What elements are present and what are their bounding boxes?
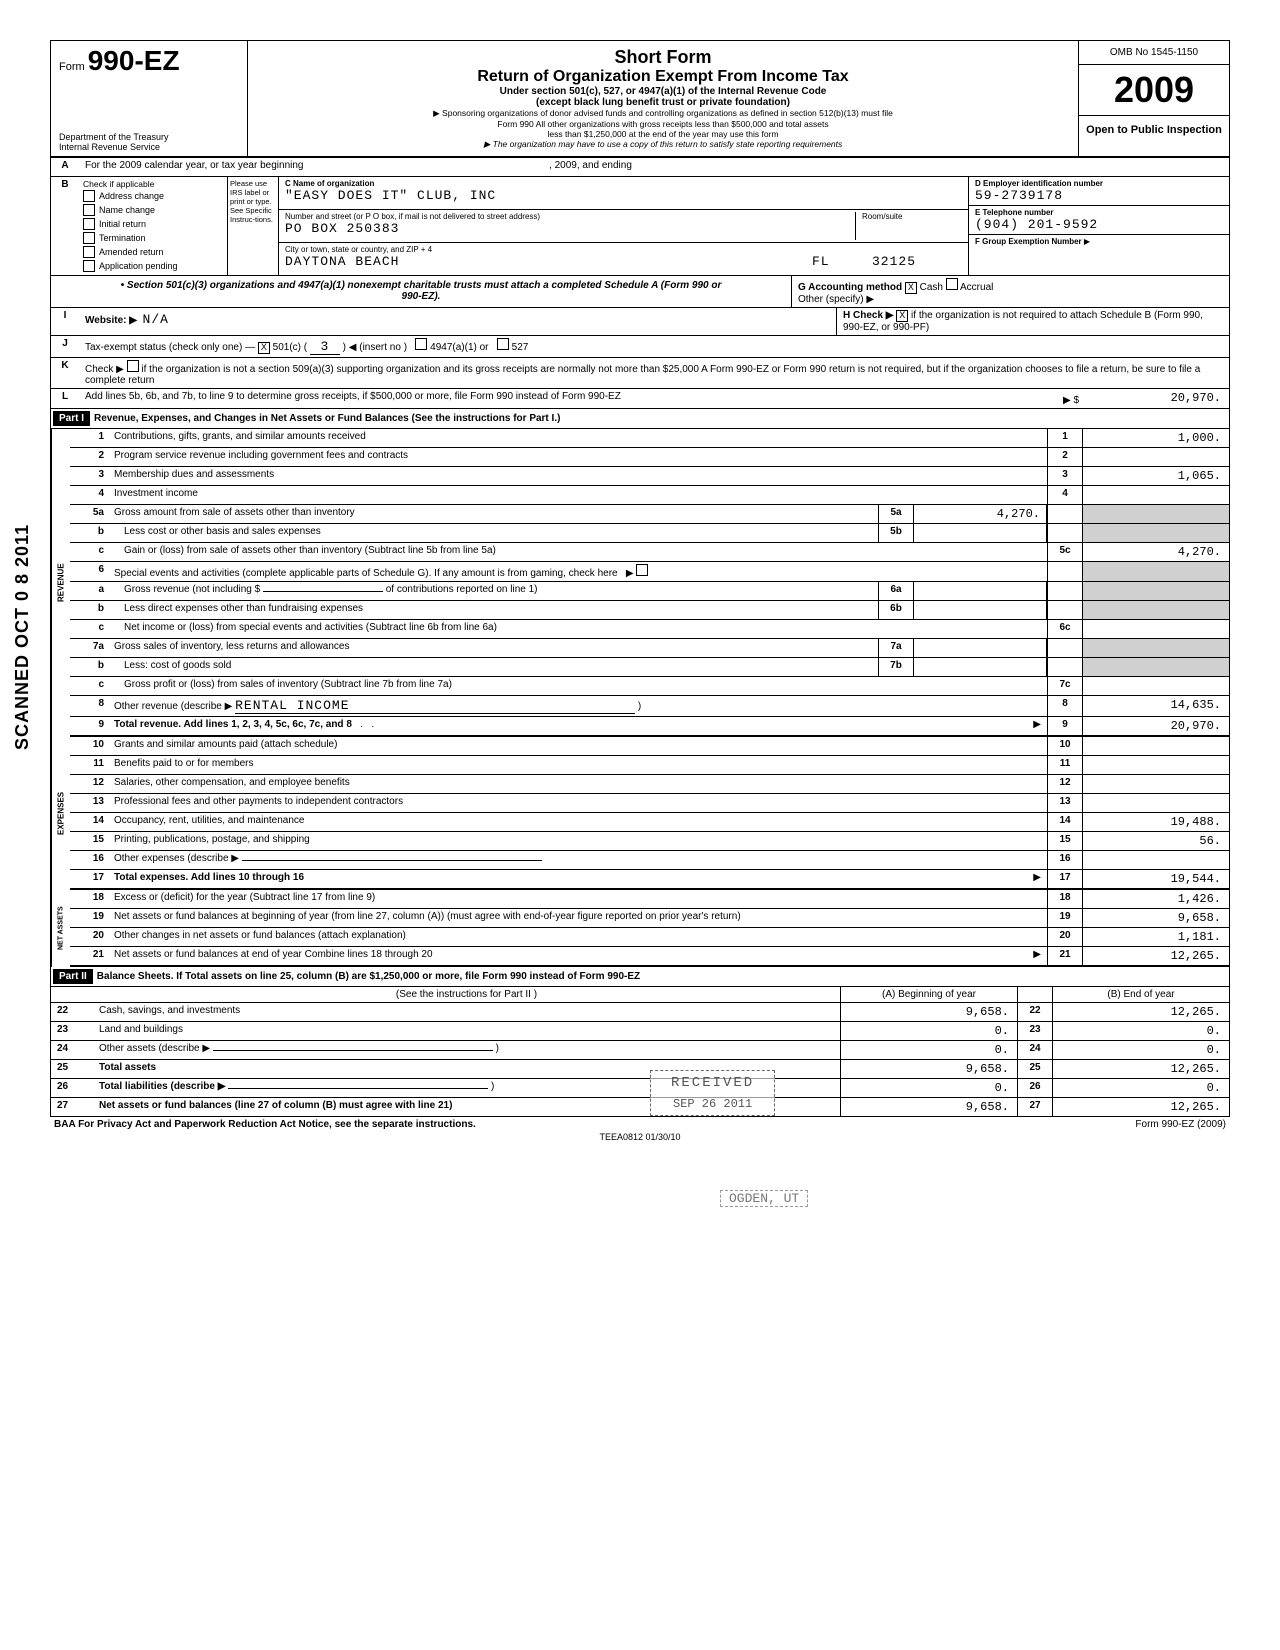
part-2-header: Part II Balance Sheets. If Total assets … [51, 967, 1229, 987]
short-form-title: Short Form [258, 47, 1068, 68]
state: FL [812, 254, 872, 269]
chk-accrual[interactable] [946, 278, 958, 290]
footer-code: TEEA0812 01/30/10 [50, 1132, 1230, 1142]
chk-h[interactable]: X [896, 310, 908, 322]
section-note: • Section 501(c)(3) organizations and 49… [51, 276, 791, 307]
checkbox-column: Check if applicable Address change Name … [79, 177, 228, 275]
omb-number: OMB No 1545-1150 [1079, 41, 1229, 65]
part-1-header: Part I Revenue, Expenses, and Changes in… [51, 409, 1229, 429]
header-note-2: Form 990 All other organizations with gr… [258, 119, 1068, 129]
chk-k[interactable] [127, 360, 139, 372]
chk-gaming[interactable] [636, 564, 648, 576]
form-number: Form 990-EZ [59, 45, 239, 77]
expenses-label: EXPENSES [51, 737, 70, 890]
chk-name[interactable] [83, 204, 95, 216]
city: DAYTONA BEACH [285, 254, 812, 269]
form-990ez: Form 990-EZ Department of the Treasury I… [50, 40, 1230, 1117]
row-a: A For the 2009 calendar year, or tax yea… [51, 158, 1229, 177]
chk-501c[interactable]: X [258, 342, 270, 354]
subtitle-1: Under section 501(c), 527, or 4947(a)(1)… [258, 86, 1068, 97]
chk-527[interactable] [497, 338, 509, 350]
dept-treasury: Department of the Treasury Internal Reve… [59, 132, 239, 152]
website: N/A [143, 312, 169, 327]
org-name: "EASY DOES IT" CLUB, INC [285, 188, 962, 203]
chk-app[interactable] [83, 260, 95, 272]
open-public: Open to Public Inspection [1079, 116, 1229, 144]
chk-cash[interactable]: X [905, 282, 917, 294]
form-header: Form 990-EZ Department of the Treasury I… [51, 41, 1229, 158]
irs-instructions: Please use IRS label or print or type. S… [228, 177, 279, 275]
tax-year: 2009 [1079, 65, 1229, 116]
chk-amend[interactable] [83, 246, 95, 258]
l-gross-receipts: 20,970. [1083, 389, 1229, 408]
return-title: Return of Organization Exempt From Incom… [258, 68, 1068, 86]
received-stamp: RECEIVED SEP 26 2011 [650, 1070, 775, 1116]
chk-initial[interactable] [83, 218, 95, 230]
scanned-stamp: SCANNED OCT 0 8 2011 [12, 524, 33, 750]
phone: (904) 201-9592 [975, 217, 1223, 232]
ogden-stamp: OGDEN, UT [720, 1190, 808, 1207]
revenue-label: REVENUE [51, 429, 70, 737]
chk-4947[interactable] [415, 338, 427, 350]
header-note-4: ▶ The organization may have to use a cop… [258, 139, 1068, 150]
form-footer: BAA For Privacy Act and Paperwork Reduct… [50, 1117, 1230, 1132]
zip: 32125 [872, 254, 962, 269]
header-note-3: less than $1,250,000 at the end of the y… [258, 129, 1068, 139]
net-assets-label: NET ASSETS [51, 890, 70, 967]
ein: 59-2739178 [975, 188, 1223, 203]
chk-term[interactable] [83, 232, 95, 244]
subtitle-2: (except black lung benefit trust or priv… [258, 97, 1068, 108]
street-address: PO BOX 250383 [285, 221, 855, 236]
header-note-1: ▶ Sponsoring organizations of donor advi… [258, 108, 1068, 119]
chk-address[interactable] [83, 190, 95, 202]
